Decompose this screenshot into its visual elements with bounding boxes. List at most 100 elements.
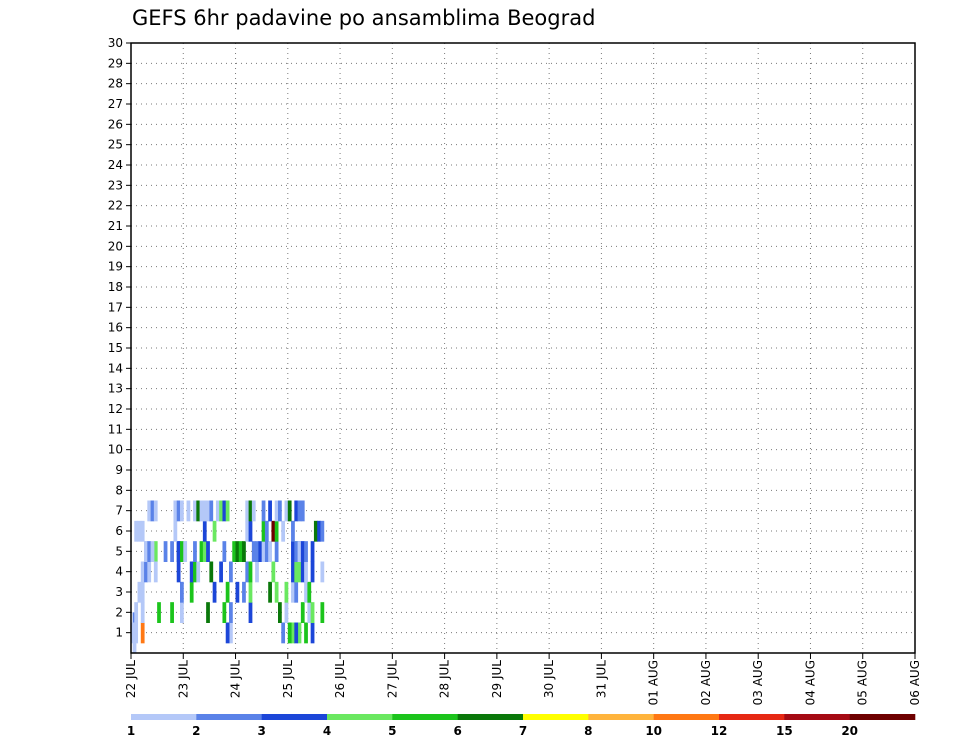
heatmap-cell: [225, 581, 230, 603]
colorbar-label: 7: [519, 724, 527, 738]
heatmap-cell: [297, 500, 302, 522]
colorbar-segment: [653, 714, 720, 720]
colorbar-segment: [849, 714, 916, 720]
heatmap-cell: [278, 500, 282, 522]
heatmap-cell: [304, 561, 308, 583]
heatmap-cell: [313, 520, 318, 542]
heatmap-cell: [180, 581, 184, 603]
heatmap-cell: [300, 561, 305, 583]
heatmap-cell: [186, 500, 191, 522]
heatmap-cell: [202, 520, 207, 542]
heatmap-cell: [193, 561, 197, 583]
heatmap-cell: [317, 520, 321, 542]
heatmap-cell: [183, 541, 188, 562]
heatmap-cell: [268, 581, 272, 603]
x-tick-label: 02 AUG: [699, 660, 713, 705]
heatmap-cell: [307, 581, 312, 603]
heatmap-cell: [264, 520, 269, 542]
x-tick-label: 06 AUG: [908, 660, 922, 705]
heatmap-cell: [137, 520, 142, 542]
heatmap-cell: [147, 561, 152, 583]
heatmap-cell: [310, 541, 315, 562]
heatmap-cell: [268, 500, 272, 522]
heatmap-cell: [193, 541, 197, 562]
heatmap-cell: [153, 561, 158, 583]
x-tick-label: 04 AUG: [803, 660, 817, 705]
x-tick-label: 29 JUL: [490, 660, 504, 698]
heatmap-cell: [248, 602, 253, 623]
y-tick-label: 28: [108, 77, 123, 91]
x-tick-label: 03 AUG: [751, 660, 765, 705]
heatmap-cell: [202, 541, 207, 562]
heatmap-cell: [271, 561, 276, 583]
heatmap-cell: [278, 602, 282, 623]
x-tick-label: 28 JUL: [438, 660, 452, 698]
heatmap-cell: [274, 520, 279, 542]
heatmap-cell: [245, 500, 250, 522]
colorbar-label: 3: [257, 724, 265, 738]
heatmap-cell: [242, 541, 246, 562]
heatmap-cell: [284, 581, 289, 603]
y-tick-label: 10: [108, 443, 123, 457]
heatmap-cell: [320, 561, 325, 583]
y-tick-label: 15: [108, 341, 123, 355]
heatmap-cell: [271, 520, 276, 542]
heatmap-cell: [245, 561, 250, 583]
x-tick-label: 30 JUL: [542, 660, 556, 698]
heatmap-cell: [248, 500, 253, 522]
heatmap-cell: [140, 561, 145, 583]
heatmap-cell: [229, 622, 233, 644]
heatmap-cell: [294, 622, 299, 644]
colorbar-label: 15: [776, 724, 793, 738]
heatmap-cell: [291, 622, 295, 644]
heatmap-cell: [180, 541, 184, 562]
x-tick-label: 22 JUL: [124, 660, 138, 698]
heatmap-cell: [176, 500, 181, 522]
heatmap-cell: [209, 561, 214, 583]
heatmap-cell: [196, 561, 201, 583]
chart-title: GEFS 6hr padavine po ansamblima Beograd: [132, 6, 596, 30]
heatmap-cell: [134, 622, 139, 644]
heatmap-cell: [150, 541, 155, 562]
y-tick-label: 29: [108, 56, 123, 70]
heatmap-cell: [248, 581, 253, 603]
y-tick-label: 2: [115, 605, 123, 619]
colorbar-segment: [392, 714, 458, 720]
y-tick-label: 19: [108, 260, 123, 274]
heatmap-cell: [140, 622, 145, 644]
heatmap-cell: [261, 520, 266, 542]
heatmap-cell: [180, 500, 184, 522]
heatmap-cell: [294, 561, 299, 583]
heatmap-cell: [219, 561, 223, 583]
heatmap-cell: [255, 561, 259, 583]
heatmap-cell: [258, 541, 263, 562]
heatmap-cell: [248, 561, 253, 583]
heatmap-cell: [219, 500, 223, 522]
colorbar-label: 1: [127, 724, 135, 738]
heatmap-cell: [281, 520, 286, 542]
y-tick-label: 27: [108, 97, 123, 111]
heatmap-cell: [150, 500, 155, 522]
y-tick-label: 14: [108, 361, 123, 375]
heatmap-cell: [222, 500, 227, 522]
heatmap-cell: [294, 500, 299, 522]
x-tick-label: 05 AUG: [856, 660, 870, 705]
heatmap-cell: [251, 541, 256, 562]
heatmap-cell: [176, 541, 181, 562]
y-tick-label: 9: [115, 463, 123, 477]
heatmap-cell: [261, 500, 266, 522]
heatmap-cell: [238, 541, 243, 562]
heatmap-cell: [147, 541, 152, 562]
heatmap-cell: [189, 561, 194, 583]
heatmap-cell: [206, 541, 210, 562]
heatmap-cell: [229, 602, 233, 623]
x-tick-label: 31 JUL: [594, 660, 608, 698]
heatmap-cell: [134, 520, 139, 542]
heatmap-cell: [304, 581, 308, 603]
y-tick-label: 26: [108, 117, 123, 131]
heatmap-cell: [274, 581, 279, 603]
y-tick-label: 24: [108, 158, 123, 172]
colorbar-segment: [131, 714, 197, 720]
y-tick-label: 5: [115, 544, 123, 558]
